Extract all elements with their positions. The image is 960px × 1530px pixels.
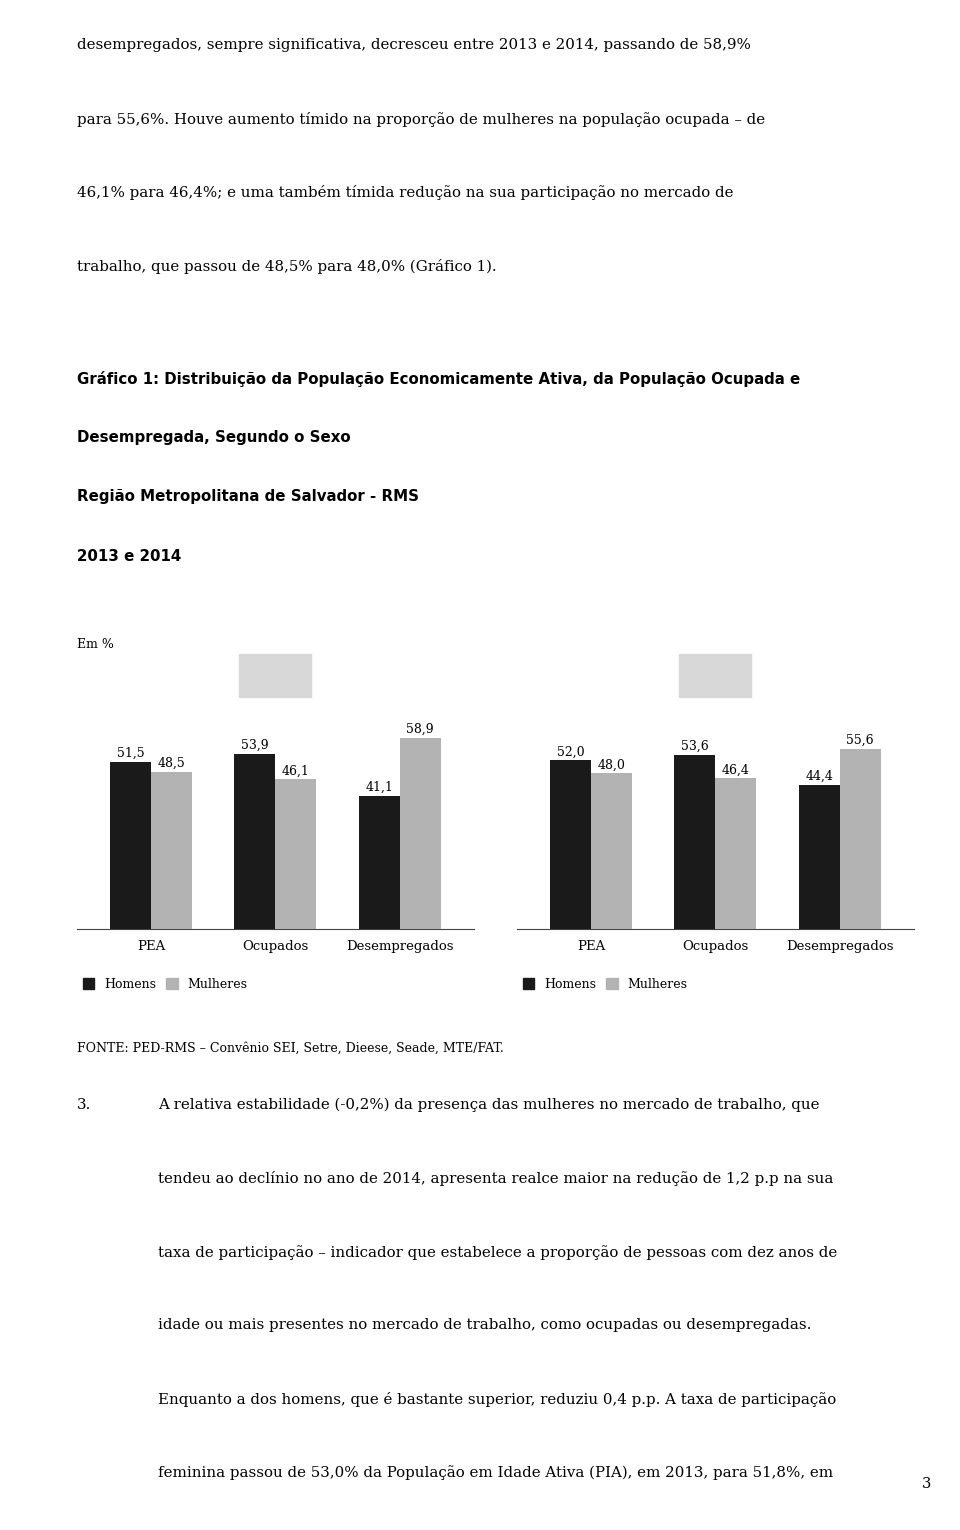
Bar [234,754,276,929]
Bar [359,796,399,929]
Text: para 55,6%. Houve aumento tímido na proporção de mulheres na população ocupada –: para 55,6%. Houve aumento tímido na prop… [77,112,765,127]
Text: Enquanto a dos homens, que é bastante superior, reduziu 0,4 p.p. A taxa de parti: Enquanto a dos homens, que é bastante su… [158,1392,837,1408]
Text: 53,6: 53,6 [681,741,708,753]
Text: 48,0: 48,0 [598,759,626,771]
Bar [152,771,192,929]
Text: 44,4: 44,4 [805,770,833,783]
Text: trabalho, que passou de 48,5% para 48,0% (Gráfico 1).: trabalho, que passou de 48,5% para 48,0%… [77,259,496,274]
Text: 2013: 2013 [252,667,300,684]
Bar [799,785,840,929]
Bar [110,762,152,929]
Text: Gráfico 1: Distribuição da População Economicamente Ativa, da População Ocupada : Gráfico 1: Distribuição da População Eco… [77,370,800,387]
Text: 46,4: 46,4 [722,763,750,777]
Text: 48,5: 48,5 [157,757,185,770]
Text: 2014: 2014 [691,667,739,684]
Text: FONTE: PED-RMS – Convênio SEI, Setre, Dieese, Seade, MTE/FAT.: FONTE: PED-RMS – Convênio SEI, Setre, Di… [77,1042,504,1056]
Text: Desempregada, Segundo o Sexo: Desempregada, Segundo o Sexo [77,430,350,445]
Text: 46,1% para 46,4%; e uma também tímida redução na sua participação no mercado de: 46,1% para 46,4%; e uma também tímida re… [77,185,733,200]
Text: taxa de participação – indicador que estabelece a proporção de pessoas com dez a: taxa de participação – indicador que est… [158,1245,838,1259]
Bar [591,773,633,929]
Bar [276,779,317,929]
Text: 53,9: 53,9 [241,739,269,753]
Text: 52,0: 52,0 [557,745,585,759]
Bar [840,748,880,929]
Text: 55,6: 55,6 [847,733,874,747]
Text: 3: 3 [922,1476,931,1492]
Text: Região Metropolitana de Salvador - RMS: Região Metropolitana de Salvador - RMS [77,490,419,505]
Text: 51,5: 51,5 [117,747,145,760]
Text: 3.: 3. [77,1097,91,1112]
Text: Em %: Em % [77,638,113,652]
Text: desempregados, sempre significativa, decresceu entre 2013 e 2014, passando de 58: desempregados, sempre significativa, dec… [77,38,751,52]
Legend: Homens, Mulheres: Homens, Mulheres [523,978,687,991]
Text: 2013 e 2014: 2013 e 2014 [77,549,181,563]
Bar [399,737,441,929]
Bar [715,779,756,929]
Legend: Homens, Mulheres: Homens, Mulheres [84,978,248,991]
Text: A relativa estabilidade (-0,2%) da presença das mulheres no mercado de trabalho,: A relativa estabilidade (-0,2%) da prese… [158,1097,820,1112]
Bar [675,756,715,929]
Text: 58,9: 58,9 [406,722,434,736]
Bar [550,760,591,929]
Text: 46,1: 46,1 [282,765,310,777]
Text: 41,1: 41,1 [365,780,393,794]
Text: feminina passou de 53,0% da População em Idade Ativa (PIA), em 2013, para 51,8%,: feminina passou de 53,0% da População em… [158,1466,833,1481]
Text: idade ou mais presentes no mercado de trabalho, como ocupadas ou desempregadas.: idade ou mais presentes no mercado de tr… [158,1319,812,1333]
Text: tendeu ao declínio no ano de 2014, apresenta realce maior na redução de 1,2 p.p : tendeu ao declínio no ano de 2014, apres… [158,1172,834,1186]
